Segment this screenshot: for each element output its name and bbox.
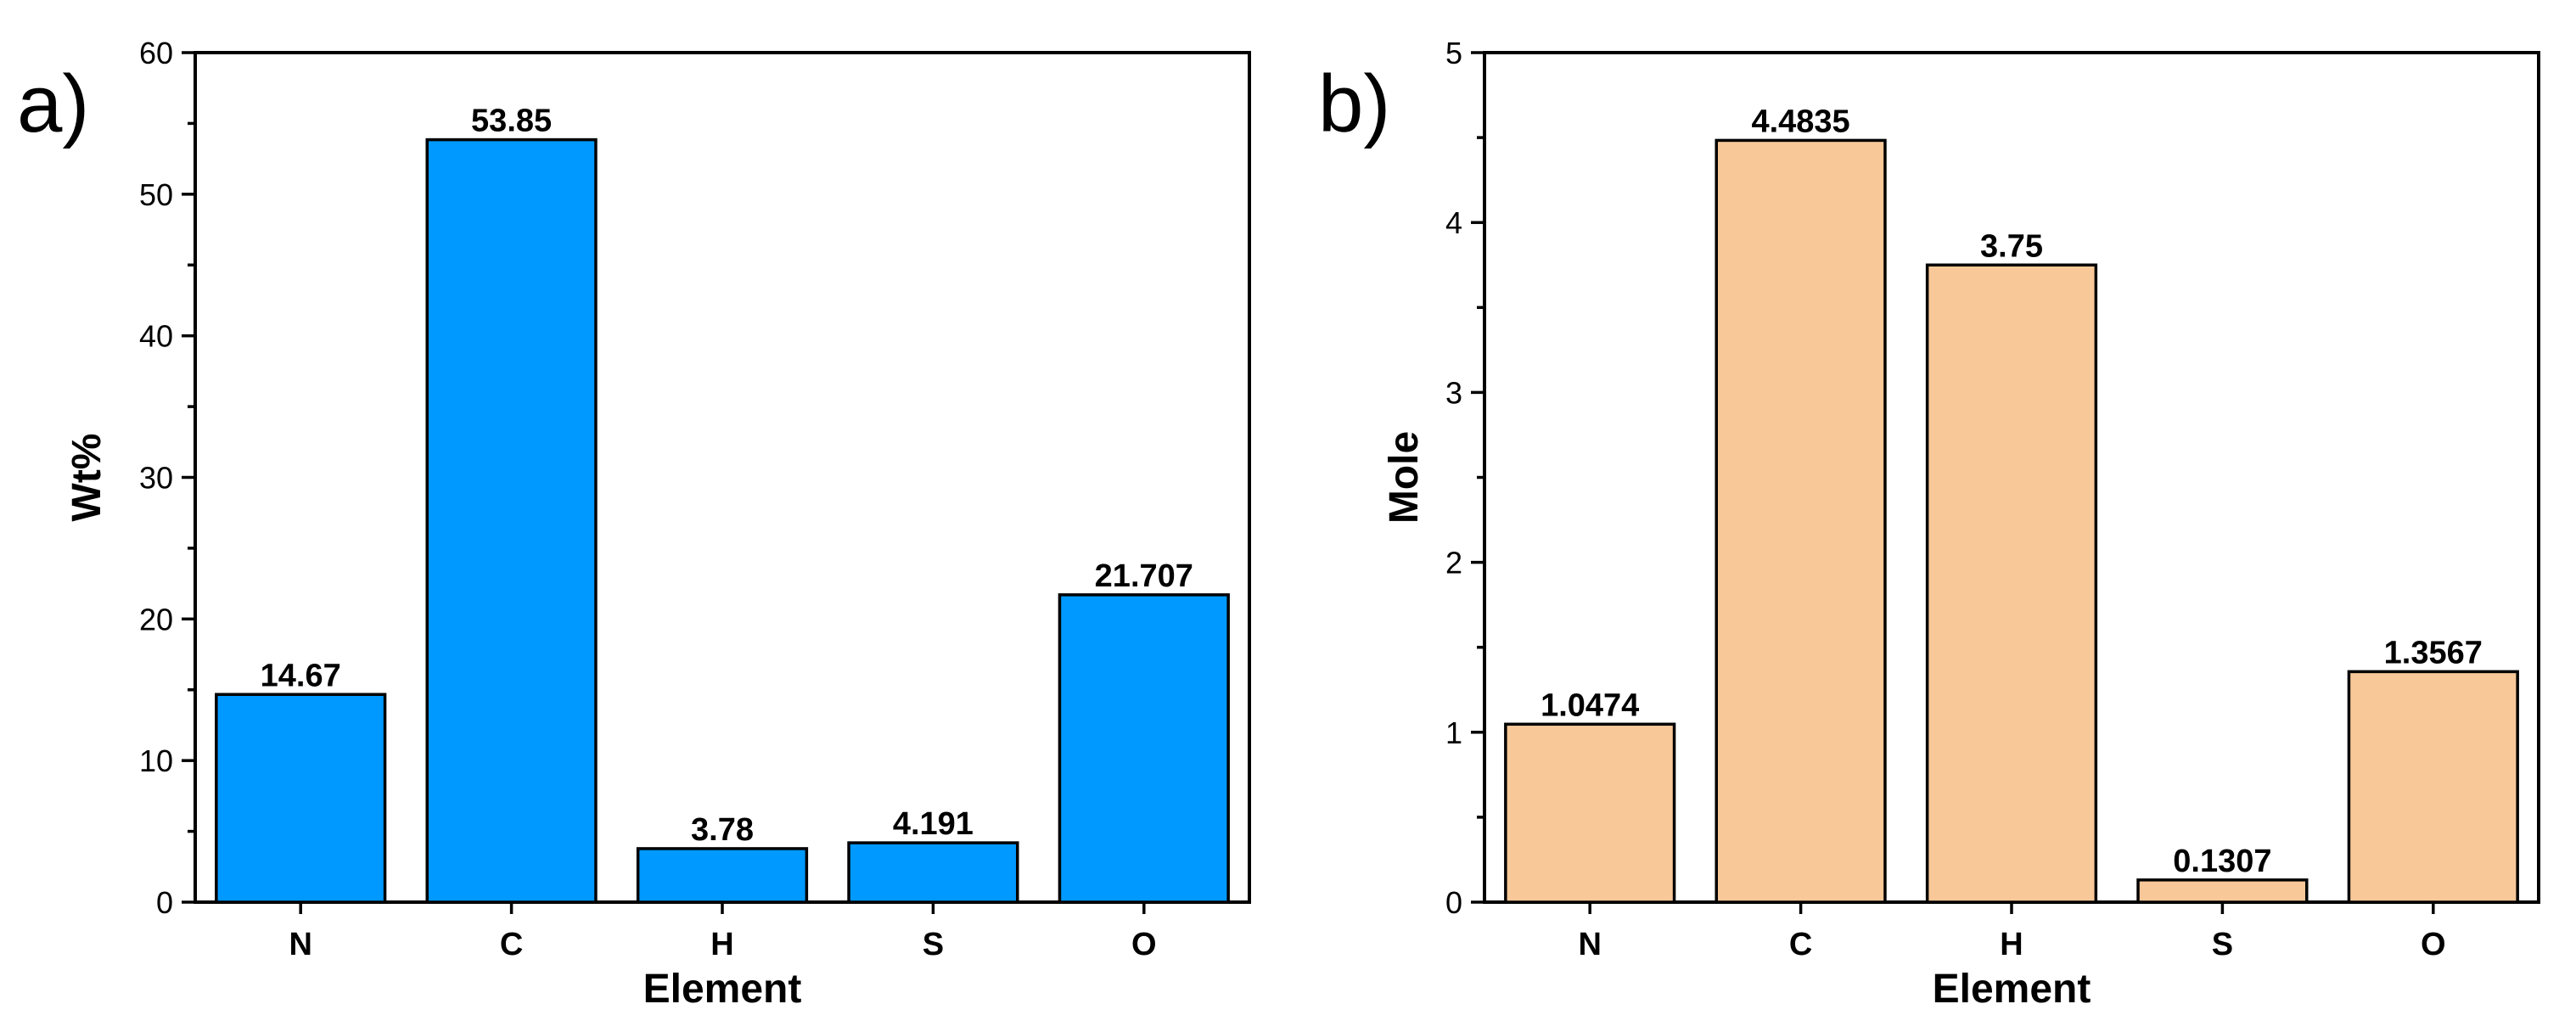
y-tick-label: 40	[139, 319, 173, 354]
bar-s	[2136, 878, 2309, 904]
y-tick-label: 0	[156, 885, 173, 920]
y-tick-label: 10	[139, 743, 173, 778]
panel-label: b)	[1318, 59, 1390, 149]
data-label: 14.67	[261, 658, 341, 693]
y-axis-title: Wt%	[65, 434, 109, 522]
x-tick-label: C	[1789, 927, 1812, 962]
y-tick-label: 0	[1445, 885, 1462, 920]
bar-h	[1925, 263, 2098, 904]
bar-o	[2347, 670, 2519, 904]
y-tick-label: 5	[1445, 36, 1462, 70]
x-tick-label: C	[500, 927, 523, 962]
y-axis-title: Mole	[1382, 431, 1427, 524]
x-tick-label: O	[2421, 927, 2446, 962]
data-label: 1.0474	[1541, 687, 1639, 723]
bar-c	[425, 137, 598, 904]
data-label: 1.3567	[2384, 635, 2483, 670]
bar-n	[215, 693, 387, 904]
x-tick-label: H	[2000, 927, 2023, 962]
x-tick-label: H	[710, 927, 733, 962]
y-tick-label: 60	[139, 36, 173, 70]
data-label: 0.1307	[2173, 844, 2271, 879]
chart-wt-percent: a) 0 10 20 30 40 50 60 14.67 N 53.85 C 3.78 H 4.191 S 21…	[17, 36, 1251, 1012]
panel-label: a)	[17, 59, 89, 149]
y-tick-label: 30	[139, 461, 173, 496]
data-label: 21.707	[1095, 558, 1193, 594]
data-label: 3.75	[1980, 228, 2043, 264]
chart-mole: b) 0 1 2 3 4 5 1.0474 N 4.4835 C 3.75 H 0.1307 S 1.3567…	[1318, 36, 2540, 1012]
bar-s	[847, 841, 1019, 904]
y-tick-label: 4	[1445, 205, 1462, 240]
x-tick-label: S	[2212, 927, 2233, 962]
bar-o	[1058, 593, 1230, 904]
bar-c	[1715, 138, 1887, 904]
y-tick-label: 3	[1445, 375, 1462, 410]
y-tick-label: 20	[139, 602, 173, 637]
x-axis-title: Element	[643, 967, 802, 1012]
data-label: 4.191	[893, 806, 974, 842]
data-label: 53.85	[471, 104, 552, 139]
x-tick-label: O	[1131, 927, 1157, 962]
x-tick-label: N	[1578, 927, 1601, 962]
x-tick-label: N	[289, 927, 311, 962]
bar-h	[636, 847, 809, 904]
y-tick-label: 1	[1445, 715, 1462, 750]
x-axis-title: Element	[1933, 967, 2091, 1012]
y-tick-label: 50	[139, 177, 173, 212]
data-label: 4.4835	[1751, 104, 1849, 139]
y-tick-label: 2	[1445, 546, 1462, 580]
bar-n	[1504, 722, 1676, 904]
x-tick-label: S	[923, 927, 944, 962]
data-label: 3.78	[691, 812, 754, 848]
